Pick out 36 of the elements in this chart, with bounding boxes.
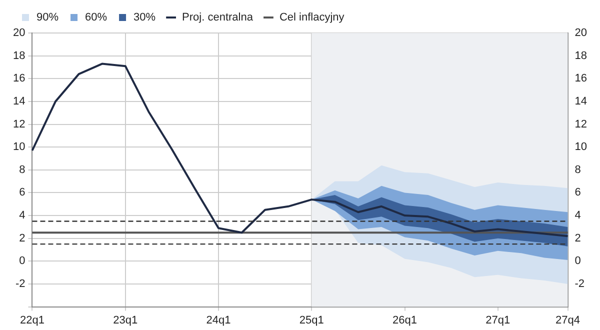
x-tick-label: 26q1 bbox=[392, 314, 418, 326]
y-tick-label: 4 bbox=[19, 210, 26, 222]
y-tick-label: 12 bbox=[12, 118, 26, 130]
y-tick-label: 8 bbox=[19, 164, 26, 176]
y-tick-label: 18 bbox=[12, 50, 26, 62]
y2-tick-label: 12 bbox=[574, 118, 588, 130]
y-tick-label: 2 bbox=[19, 232, 26, 244]
y2-tick-label: -2 bbox=[574, 278, 585, 290]
x-tick-label: 22q1 bbox=[20, 314, 44, 326]
y-tick-label: -2 bbox=[15, 278, 26, 290]
x-tick-label: 27q1 bbox=[486, 314, 510, 326]
legend-label: 90% bbox=[36, 12, 59, 24]
y2-tick-label: 16 bbox=[574, 72, 588, 85]
y2-tick-label: 8 bbox=[574, 164, 581, 176]
y2-tick-label: 20 bbox=[574, 27, 588, 40]
y2-tick-label: 10 bbox=[574, 141, 588, 154]
y2-tick-label: 2 bbox=[574, 232, 581, 244]
legend-label: 60% bbox=[85, 12, 108, 24]
x-tick-label: 23q1 bbox=[113, 314, 138, 326]
y-tick-label: 20 bbox=[12, 27, 26, 40]
y2-tick-label: 4 bbox=[574, 210, 581, 222]
legend-label: Proj. centralna bbox=[182, 12, 254, 24]
y-tick-label: 0 bbox=[19, 255, 26, 268]
y-tick-label: 16 bbox=[12, 72, 26, 85]
y2-tick-label: 0 bbox=[574, 255, 581, 268]
y2-tick-label: 18 bbox=[574, 50, 588, 62]
legend-label: 30% bbox=[134, 12, 156, 24]
y2-tick-label: 6 bbox=[574, 186, 581, 199]
y-tick-label: 10 bbox=[12, 141, 26, 154]
x-tick-label: 24q1 bbox=[206, 314, 231, 326]
legend-label: Cel inflacyjny bbox=[279, 12, 345, 24]
y-tick-label: 6 bbox=[19, 186, 26, 199]
x-tick-label: 27q4 bbox=[556, 314, 580, 326]
y2-tick-label: 14 bbox=[574, 95, 588, 108]
y-tick-label: 14 bbox=[12, 95, 26, 108]
x-tick-label: 25q1 bbox=[299, 314, 324, 326]
